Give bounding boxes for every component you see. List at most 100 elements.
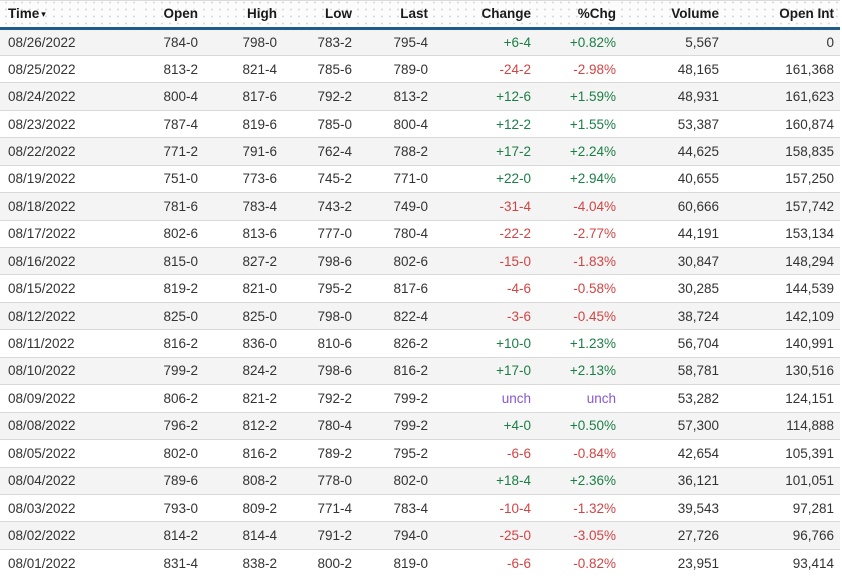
cell-time: 08/17/2022 — [0, 219, 140, 248]
cell-high: 812-2 — [198, 411, 277, 440]
column-header-volume[interactable]: Volume — [616, 1, 719, 30]
table-row: 08/08/2022 796-2 812-2 780-4 799-2 +4-0 … — [0, 411, 840, 440]
cell-pct-chg: +1.23% — [531, 329, 616, 358]
table-body: 08/26/2022 784-0 798-0 783-2 795-4 +6-4 … — [0, 28, 840, 577]
cell-high: 821-2 — [198, 384, 277, 413]
column-header-open[interactable]: Open — [140, 1, 198, 30]
cell-change: -4-6 — [428, 274, 531, 303]
table-row: 08/16/2022 815-0 827-2 798-6 802-6 -15-0… — [0, 246, 840, 275]
cell-low: 795-2 — [277, 274, 352, 303]
cell-change: +6-4 — [503, 34, 531, 50]
column-header-time-label: Time — [8, 6, 40, 22]
cell-time: 08/18/2022 — [0, 192, 140, 221]
table-row: 08/04/2022 789-6 808-2 778-0 802-0 +18-4… — [0, 466, 840, 495]
cell-open-int: 161,623 — [719, 82, 840, 111]
table-row: 08/10/2022 799-2 824-2 798-6 816-2 +17-0… — [0, 356, 840, 385]
cell-time: 08/08/2022 — [0, 411, 140, 440]
column-header-high[interactable]: High — [198, 1, 277, 30]
cell-volume: 23,951 — [616, 548, 719, 577]
cell-last: 813-2 — [352, 82, 428, 111]
cell-pct-chg: +0.50% — [531, 411, 616, 440]
cell-high: 838-2 — [198, 548, 277, 577]
cell-open: 781-6 — [140, 192, 198, 221]
cell-time: 08/22/2022 — [0, 137, 140, 166]
cell-open: 751-0 — [140, 164, 198, 193]
cell-low: 785-6 — [277, 54, 352, 83]
cell-volume: 38,724 — [616, 301, 719, 330]
cell-pct-chg: -0.45% — [531, 301, 616, 330]
cell-open-int: 160,874 — [719, 109, 840, 138]
cell-volume: 39,543 — [616, 493, 719, 522]
cell-high: 821-0 — [198, 274, 277, 303]
cell-open: 815-0 — [140, 246, 198, 275]
cell-low: 745-2 — [277, 164, 352, 193]
cell-high: 827-2 — [198, 246, 277, 275]
cell-open-int: 157,250 — [719, 164, 840, 193]
cell-volume: 27,726 — [616, 521, 719, 550]
table-row: 08/26/2022 784-0 798-0 783-2 795-4 +6-4 … — [0, 28, 840, 56]
cell-last: 800-4 — [352, 109, 428, 138]
column-header-last[interactable]: Last — [352, 1, 428, 30]
table-row: 08/25/2022 813-2 821-4 785-6 789-0 -24-2… — [0, 54, 840, 83]
column-header-low[interactable]: Low — [277, 1, 352, 30]
cell-open-int: 140,991 — [719, 329, 840, 358]
cell-low: 798-6 — [277, 246, 352, 275]
cell-change: +12-2 — [428, 109, 531, 138]
cell-open: 771-2 — [140, 137, 198, 166]
cell-low: 771-4 — [277, 493, 352, 522]
cell-open-int: 161,368 — [719, 54, 840, 83]
cell-pct-chg: +1.55% — [531, 109, 616, 138]
cell-pct-chg: -0.82% — [531, 548, 616, 577]
cell-open-int: 114,888 — [719, 411, 840, 440]
cell-change: -15-0 — [428, 246, 531, 275]
cell-low: 743-2 — [277, 192, 352, 221]
cell-time: 08/05/2022 — [0, 439, 140, 467]
cell-last: 789-0 — [352, 54, 428, 83]
cell-volume: 40,655 — [616, 164, 719, 193]
cell-low: 798-6 — [277, 356, 352, 385]
cell-change: +4-0 — [428, 411, 531, 440]
column-header-change[interactable]: Change — [428, 1, 531, 30]
cell-low: 792-2 — [277, 384, 352, 413]
table-row: 08/22/2022 771-2 791-6 762-4 788-2 +17-2… — [0, 137, 840, 166]
header-row: Time ▾ Open High Low Last Change %Chg Vol… — [0, 1, 840, 30]
cell-pct-chg: unch — [531, 384, 616, 413]
cell-change: -31-4 — [428, 192, 531, 221]
cell-open: 831-4 — [140, 548, 198, 577]
cell-last: 817-6 — [352, 274, 428, 303]
cell-pct-chg: -0.58% — [531, 274, 616, 303]
cell-time: 08/09/2022 — [0, 384, 140, 413]
cell-open-int: 0 — [826, 34, 834, 50]
cell-time: 08/16/2022 — [0, 246, 140, 275]
cell-high: 791-6 — [198, 137, 277, 166]
cell-high: 821-4 — [198, 54, 277, 83]
cell-pct-chg: +0.82% — [569, 34, 616, 50]
cell-open-int: 158,835 — [719, 137, 840, 166]
cell-last: 826-2 — [352, 329, 428, 358]
column-header-pct-chg[interactable]: %Chg — [531, 1, 616, 30]
cell-change: -25-0 — [428, 521, 531, 550]
cell-high: 825-0 — [198, 301, 277, 330]
cell-high: 809-2 — [198, 493, 277, 522]
cell-last: 799-2 — [352, 384, 428, 413]
cell-time: 08/02/2022 — [0, 521, 140, 550]
cell-volume: 48,165 — [616, 54, 719, 83]
cell-low: 780-4 — [277, 411, 352, 440]
cell-low: 778-0 — [277, 466, 352, 495]
column-header-time[interactable]: Time ▾ — [0, 1, 140, 30]
cell-open: 789-6 — [140, 466, 198, 495]
table-row: 08/09/2022 806-2 821-2 792-2 799-2 unch … — [0, 384, 840, 413]
cell-volume: 30,285 — [616, 274, 719, 303]
table-row: 08/17/2022 802-6 813-6 777-0 780-4 -22-2… — [0, 219, 840, 248]
cell-change: -24-2 — [428, 54, 531, 83]
cell-volume: 42,654 — [616, 439, 719, 467]
cell-last: 822-4 — [352, 301, 428, 330]
cell-low: 777-0 — [277, 219, 352, 248]
cell-time: 08/15/2022 — [0, 274, 140, 303]
column-header-open-int[interactable]: Open Int — [719, 1, 840, 30]
cell-last: 819-0 — [352, 548, 428, 577]
table-row: 08/24/2022 800-4 817-6 792-2 813-2 +12-6… — [0, 82, 840, 111]
cell-last: 794-0 — [352, 521, 428, 550]
cell-open-int: 157,742 — [719, 192, 840, 221]
